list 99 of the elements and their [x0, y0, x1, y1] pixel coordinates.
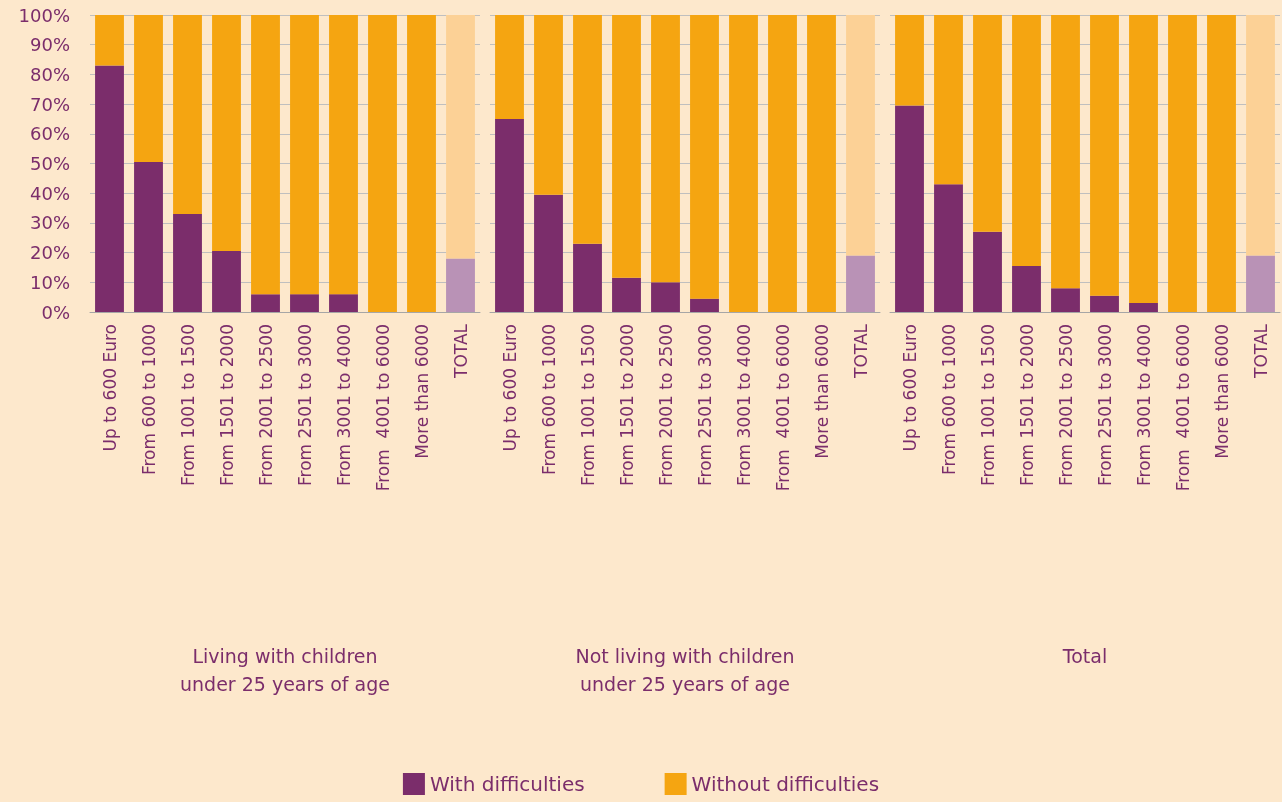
bar — [651, 282, 680, 312]
bar — [212, 251, 241, 312]
y-tick-label: 100% — [18, 4, 70, 26]
x-tick-label: From 600 to 1000 — [538, 324, 559, 476]
bar — [1012, 265, 1041, 312]
x-tick-label: More than 6000 — [1211, 324, 1232, 459]
y-tick-label: 60% — [29, 123, 70, 145]
bar — [934, 15, 963, 185]
y-tick-label: 30% — [29, 212, 70, 234]
x-tick-label: From 2501 to 3000 — [1094, 324, 1115, 486]
bar — [95, 65, 124, 312]
x-tick-label: From 2001 to 2500 — [1055, 324, 1076, 486]
x-axis-title: Not living with children under 25 years of age — [575, 645, 795, 695]
x-tick-label: From 4001 to 6000 — [772, 324, 793, 492]
x-tick-label: From 3001 to 4000 — [733, 324, 754, 486]
bar — [768, 15, 797, 312]
x-tick-label: From 600 to 1000 — [138, 324, 159, 476]
bar — [95, 15, 124, 66]
bar — [573, 15, 602, 244]
x-tick-label: From 2001 to 2500 — [655, 324, 676, 486]
bar — [729, 15, 758, 312]
x-tick-label: From 1501 to 2000 — [1016, 324, 1037, 486]
y-tick-label: 80% — [29, 63, 70, 85]
bar — [1051, 15, 1080, 289]
bar — [1129, 303, 1158, 312]
bar — [1207, 15, 1236, 312]
bar — [651, 15, 680, 283]
bar — [368, 15, 397, 312]
bar — [173, 213, 202, 312]
x-tick-label: From 3001 to 4000 — [333, 324, 354, 486]
bar — [329, 15, 358, 295]
bar — [173, 15, 202, 214]
bar — [329, 294, 358, 312]
bar — [1051, 288, 1080, 312]
bar — [895, 105, 924, 312]
y-tick-label: 50% — [29, 153, 70, 174]
bar — [534, 15, 563, 195]
bar — [251, 294, 280, 312]
x-tick-label: TOTAL — [1250, 323, 1271, 379]
x-tick-label: From 4001 to 6000 — [1172, 324, 1193, 492]
bar — [495, 15, 524, 119]
bar — [846, 255, 875, 312]
x-tick-label: TOTAL — [850, 323, 871, 379]
x-axis-title: Living with children under 25 years of age — [180, 645, 390, 695]
bar — [1090, 15, 1119, 296]
bar — [495, 118, 524, 312]
bar — [934, 184, 963, 312]
x-tick-label: From 3001 to 4000 — [1133, 324, 1154, 486]
x-tick-label: More than 6000 — [811, 324, 832, 459]
bar — [1168, 15, 1197, 312]
bar — [407, 15, 436, 312]
y-tick-label: 40% — [29, 182, 70, 204]
x-tick-label: From 2501 to 3000 — [694, 324, 715, 486]
bar — [612, 15, 641, 278]
bar — [895, 15, 924, 106]
bar — [612, 277, 641, 312]
y-tick-label: 10% — [29, 271, 70, 293]
bar — [846, 15, 875, 256]
x-tick-label: More than 6000 — [411, 324, 432, 459]
x-tick-label: From 4001 to 6000 — [372, 324, 393, 492]
bar — [290, 294, 319, 312]
bar — [973, 15, 1002, 232]
bar — [1246, 15, 1275, 256]
bar — [534, 194, 563, 312]
bar — [690, 15, 719, 299]
bar — [134, 162, 163, 312]
x-tick-label: From 600 to 1000 — [938, 324, 959, 476]
bar — [251, 15, 280, 295]
x-tick-label: Up to 600 Euro — [499, 324, 520, 452]
x-tick-label: From 2001 to 2500 — [255, 324, 276, 486]
x-axis-title: Total — [1061, 645, 1108, 667]
x-tick-label: From 1001 to 1500 — [577, 324, 598, 486]
bar — [134, 15, 163, 163]
legend-label: Without difficulties — [691, 772, 880, 796]
legend-label: With difficulties — [429, 772, 585, 796]
bar — [446, 15, 475, 259]
bar — [573, 243, 602, 312]
x-tick-label: From 1001 to 1500 — [977, 324, 998, 486]
x-tick-label: Up to 600 Euro — [899, 324, 920, 452]
bar — [290, 15, 319, 295]
bar — [212, 15, 241, 252]
x-tick-label: From 1001 to 1500 — [177, 324, 198, 486]
bar — [690, 298, 719, 312]
x-tick-label: TOTAL — [450, 323, 471, 379]
bar — [1090, 295, 1119, 312]
y-tick-label: 70% — [29, 93, 70, 115]
bar — [1012, 15, 1041, 266]
bar — [973, 231, 1002, 312]
y-tick-label: 20% — [29, 242, 70, 264]
x-tick-label: From 2501 to 3000 — [294, 324, 315, 486]
y-tick-label: 90% — [29, 34, 70, 56]
bar — [807, 15, 836, 312]
x-tick-label: From 1501 to 2000 — [616, 324, 637, 486]
bar — [446, 258, 475, 312]
y-tick-label: 0% — [41, 301, 70, 323]
x-tick-label: From 1501 to 2000 — [216, 324, 237, 486]
bar — [1129, 15, 1158, 304]
bar — [1246, 255, 1275, 312]
x-tick-label: Up to 600 Euro — [99, 324, 120, 452]
